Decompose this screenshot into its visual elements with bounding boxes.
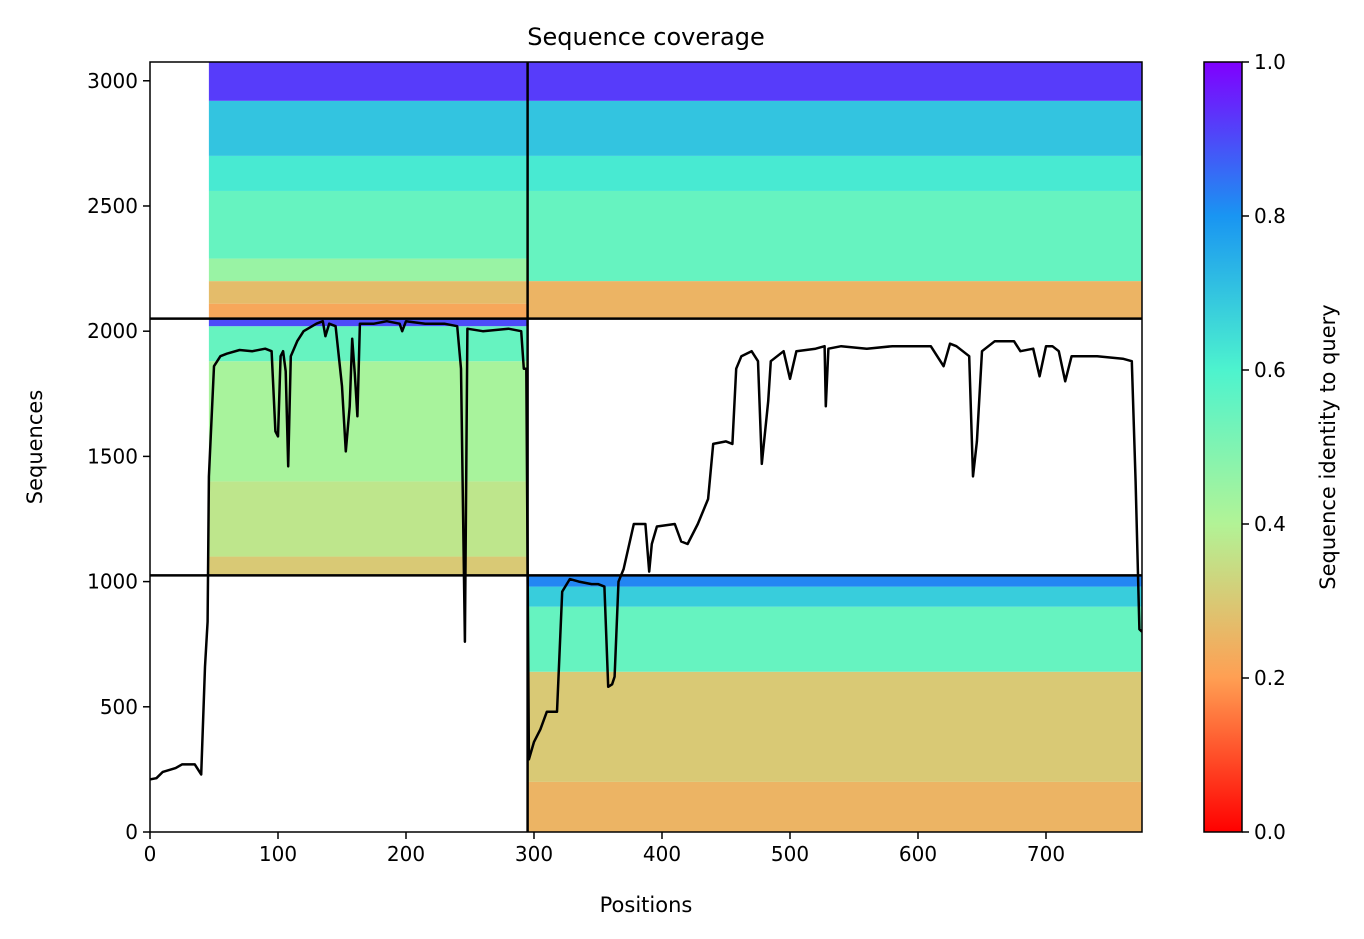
- heatmap-band: [208, 190, 528, 259]
- x-tick-label: 200: [387, 842, 425, 866]
- x-axis-title: Positions: [600, 893, 693, 917]
- x-tick-label: 400: [643, 842, 681, 866]
- heatmap-block-top-left: [208, 62, 528, 319]
- heatmap-band: [527, 155, 1142, 191]
- heatmap-band: [208, 281, 528, 304]
- heatmap-band: [527, 190, 1142, 282]
- x-tick-label: 100: [259, 842, 297, 866]
- colorbar-label: Sequence identity to query: [1316, 304, 1340, 589]
- heatmap-band: [208, 62, 528, 101]
- colorbar-tick-label: 0.8: [1254, 204, 1286, 228]
- heatmap-band: [527, 575, 1142, 587]
- colorbar-tick-label: 0.4: [1254, 512, 1286, 536]
- heatmap-band: [208, 326, 528, 362]
- colorbar-tick-label: 1.0: [1254, 50, 1286, 74]
- coverage-line: [150, 319, 1142, 781]
- heatmap-band: [527, 606, 1142, 672]
- heatmap-band: [527, 671, 1142, 782]
- heatmap-band: [208, 481, 528, 557]
- heatmap-band: [208, 258, 528, 282]
- x-tick-label: 500: [771, 842, 809, 866]
- heatmap-band: [208, 556, 528, 576]
- heatmap-block-bottom-right: [527, 575, 1142, 832]
- y-tick-label: 1500: [87, 444, 138, 468]
- x-axis: 0 100 200 300 400 500 600 700: [144, 832, 1065, 866]
- y-tick-label: 0: [125, 820, 138, 844]
- heatmap-block-top-right: [527, 62, 1142, 319]
- heatmap-band: [527, 100, 1142, 156]
- heatmap-band: [208, 303, 528, 319]
- y-tick-label: 2500: [87, 194, 138, 218]
- colorbar-tick-label: 0.2: [1254, 666, 1286, 690]
- heatmap-band: [527, 62, 1142, 101]
- y-tick-label: 2000: [87, 319, 138, 343]
- x-tick-label: 700: [1027, 842, 1065, 866]
- heatmap-band: [208, 361, 528, 482]
- coverage-line-layer: [150, 319, 1142, 781]
- y-axis: 0 500 1000 1500 2000 2500 3000: [87, 69, 150, 844]
- y-axis-title: Sequences: [23, 390, 47, 505]
- y-tick-label: 1000: [87, 570, 138, 594]
- heatmap-band: [208, 318, 528, 327]
- heatmap-block-middle-left: [208, 318, 528, 576]
- plot-frame: [149, 61, 1143, 833]
- colorbar-tick-label: 0.6: [1254, 358, 1286, 382]
- colorbar-tick-label: 0.0: [1254, 820, 1286, 844]
- heatmap-layer: [208, 62, 1142, 832]
- plot-area: [149, 61, 1143, 833]
- y-tick-label: 500: [100, 695, 138, 719]
- heatmap-band: [208, 100, 528, 156]
- heatmap-band: [208, 155, 528, 191]
- colorbar-gradient: [1203, 61, 1243, 833]
- colorbar-ticks: 0.0 0.2 0.4 0.6 0.8 1.0: [1242, 50, 1286, 844]
- heatmap-band: [527, 781, 1142, 832]
- x-tick-label: 600: [899, 842, 937, 866]
- y-tick-label: 3000: [87, 69, 138, 93]
- x-tick-label: 300: [515, 842, 553, 866]
- chart-title: Sequence coverage: [527, 23, 764, 51]
- heatmap-band: [527, 281, 1142, 319]
- colorbar: 0.0 0.2 0.4 0.6 0.8 1.0 Sequence identity to …: [1203, 50, 1340, 844]
- heatmap-band: [527, 586, 1142, 607]
- x-tick-label: 0: [144, 842, 157, 866]
